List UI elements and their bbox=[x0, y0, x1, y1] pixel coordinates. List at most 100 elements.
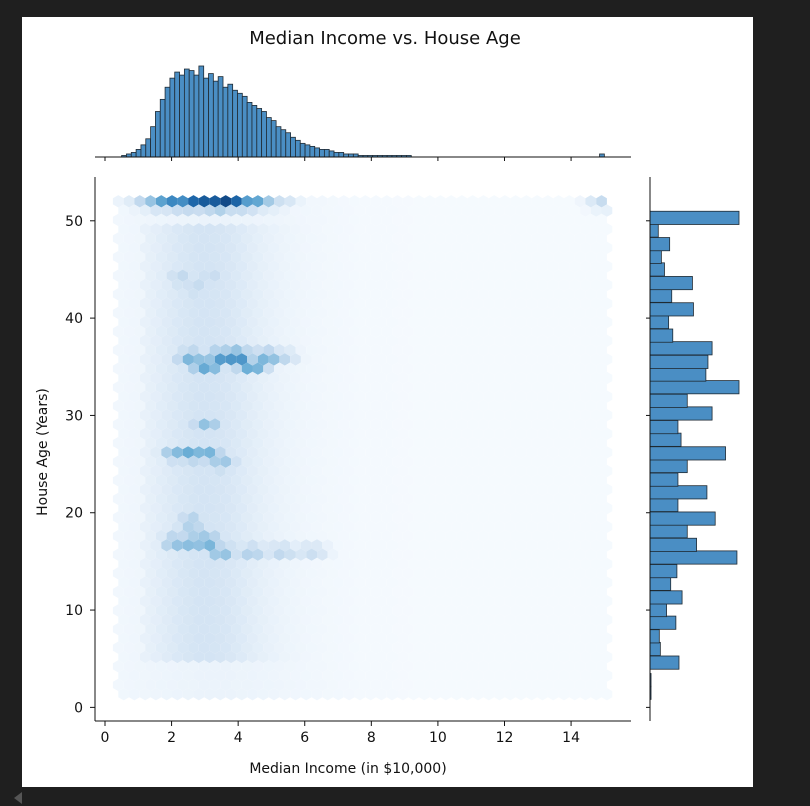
hexbin-cell bbox=[456, 269, 468, 282]
hexbin-cell bbox=[295, 585, 307, 599]
hexbin-cell bbox=[231, 567, 242, 580]
hexbin-cell bbox=[472, 520, 484, 533]
hexbin-cell bbox=[408, 632, 419, 645]
hexbin-cell bbox=[370, 381, 382, 394]
hexbin-cell bbox=[349, 381, 360, 394]
hexbin-cell bbox=[268, 223, 280, 236]
hexbin-cell bbox=[327, 660, 339, 673]
hexbin-cell bbox=[472, 427, 484, 440]
hexbin-cell bbox=[150, 557, 162, 571]
hexbin-cell bbox=[327, 195, 339, 208]
hexbin-cell bbox=[564, 362, 575, 375]
hexbin-cell bbox=[338, 585, 350, 599]
hexbin-cell bbox=[134, 660, 146, 673]
hexbin-cell bbox=[215, 371, 226, 385]
hexbin-cell bbox=[537, 669, 548, 682]
hexbin-cell bbox=[311, 316, 323, 329]
hexbin-cell bbox=[547, 204, 559, 217]
hexbin-cell bbox=[241, 511, 253, 524]
marginal-x-bar bbox=[323, 149, 330, 158]
hexbin-cell bbox=[435, 660, 446, 673]
hexbin-cell bbox=[461, 688, 473, 701]
hexbin-cell bbox=[300, 241, 312, 254]
hexbin-cell bbox=[241, 492, 253, 506]
hexbin-cell bbox=[279, 278, 291, 292]
hexbin-cell bbox=[220, 288, 232, 301]
hexbin-cell bbox=[558, 316, 570, 329]
hexbin-cell bbox=[231, 343, 242, 357]
hexbin-cell bbox=[134, 269, 146, 282]
chart-title: Median Income vs. House Age bbox=[249, 28, 521, 49]
hexbin-cell bbox=[204, 241, 215, 254]
hexbin-cell bbox=[370, 474, 382, 487]
hexbin-cell bbox=[472, 409, 484, 422]
hexbin-cell bbox=[558, 297, 570, 310]
hexbin-cell bbox=[547, 576, 559, 589]
hexbin-cell bbox=[215, 632, 226, 645]
hexbin-cell bbox=[306, 250, 317, 264]
hexbin-cell bbox=[376, 260, 387, 273]
hexbin-cell bbox=[182, 613, 194, 626]
hexbin-cell bbox=[263, 660, 274, 673]
hexbin-cell bbox=[569, 409, 581, 422]
marginal-x-bar bbox=[232, 89, 238, 158]
hexbin-cell bbox=[419, 669, 430, 682]
hexbin-cell bbox=[521, 288, 532, 301]
hexbin-cell bbox=[182, 576, 194, 589]
hexbin-cell bbox=[112, 343, 124, 357]
hexbin-cell bbox=[134, 418, 146, 431]
hexbin-cell bbox=[564, 288, 575, 301]
hexbin-cell bbox=[241, 622, 253, 636]
hexbin-cell bbox=[188, 548, 199, 561]
hexbin-cell bbox=[359, 492, 371, 506]
hexbin-cell bbox=[322, 390, 334, 403]
hexbin-cell bbox=[225, 557, 237, 571]
hexbin-cell bbox=[231, 325, 242, 338]
hexbin-cell bbox=[547, 371, 559, 385]
hexbin-cell bbox=[295, 325, 307, 338]
hexbin-cell bbox=[402, 418, 414, 431]
hexbin-cell bbox=[386, 316, 398, 329]
hexbin-cell bbox=[209, 455, 221, 468]
hexbin-cell bbox=[585, 585, 597, 599]
hexbin-cell bbox=[311, 260, 323, 273]
hexbin-cell bbox=[526, 241, 538, 254]
hexbin-cell bbox=[317, 511, 328, 524]
hexbin-cell bbox=[129, 595, 140, 608]
hexbin-cell bbox=[327, 622, 339, 636]
hexbin-cell bbox=[365, 223, 376, 236]
hexbin-cell bbox=[515, 688, 527, 701]
hexbin-cell bbox=[402, 288, 414, 301]
hexbin-cell bbox=[118, 539, 129, 552]
hexbin-cell bbox=[419, 297, 430, 310]
hexbin-cell bbox=[198, 492, 210, 506]
scroll-left-arrow-icon[interactable] bbox=[14, 792, 22, 804]
marginal-x-bar bbox=[246, 102, 253, 158]
hexbin-cell bbox=[161, 464, 172, 478]
hexbin-cell bbox=[161, 204, 172, 217]
hexbin-cell bbox=[547, 502, 559, 515]
hexbin-cell bbox=[134, 250, 146, 264]
hexbin-cell bbox=[376, 650, 387, 664]
hexbin-cell bbox=[467, 306, 479, 320]
hexbin-cell bbox=[274, 660, 285, 673]
hexbin-cell bbox=[392, 362, 403, 375]
hexbin-cell bbox=[112, 232, 124, 245]
hexbin-cell bbox=[370, 306, 382, 320]
hexbin-cell bbox=[155, 381, 167, 394]
hexbin-cell bbox=[129, 464, 140, 478]
hexbin-cell bbox=[284, 381, 296, 394]
hexbin-cell bbox=[322, 650, 334, 664]
hexbin-cell bbox=[461, 576, 473, 589]
hexbin-cell bbox=[359, 567, 371, 580]
hexbin-cell bbox=[580, 446, 591, 459]
hexbin-cell bbox=[134, 567, 146, 580]
hexbin-cell bbox=[198, 678, 210, 692]
hexbin-cell bbox=[220, 604, 232, 617]
hexbin-cell bbox=[596, 492, 607, 506]
hexbin-cell bbox=[424, 585, 436, 599]
hexbin-cell bbox=[542, 474, 554, 487]
hexbin-cell bbox=[590, 557, 602, 571]
hexbin-cell bbox=[150, 241, 162, 254]
hexbin-cell bbox=[376, 371, 387, 385]
